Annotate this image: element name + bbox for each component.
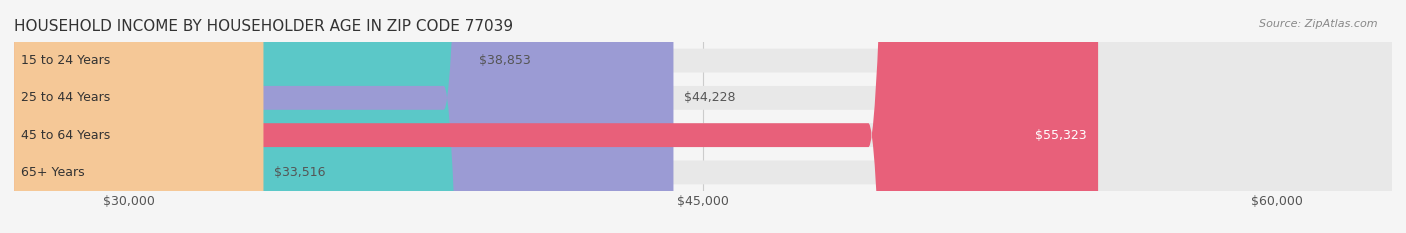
Text: 65+ Years: 65+ Years: [21, 166, 84, 179]
FancyBboxPatch shape: [14, 0, 1392, 233]
Text: 15 to 24 Years: 15 to 24 Years: [21, 54, 110, 67]
FancyBboxPatch shape: [14, 0, 1392, 233]
FancyBboxPatch shape: [14, 0, 1392, 233]
Text: HOUSEHOLD INCOME BY HOUSEHOLDER AGE IN ZIP CODE 77039: HOUSEHOLD INCOME BY HOUSEHOLDER AGE IN Z…: [14, 19, 513, 34]
Text: 45 to 64 Years: 45 to 64 Years: [21, 129, 110, 142]
FancyBboxPatch shape: [14, 0, 1392, 233]
FancyBboxPatch shape: [14, 0, 673, 233]
FancyBboxPatch shape: [14, 0, 468, 233]
Text: $33,516: $33,516: [274, 166, 326, 179]
Text: $38,853: $38,853: [479, 54, 530, 67]
Text: Source: ZipAtlas.com: Source: ZipAtlas.com: [1260, 19, 1378, 29]
Text: $44,228: $44,228: [685, 91, 735, 104]
FancyBboxPatch shape: [14, 0, 1098, 233]
Text: 25 to 44 Years: 25 to 44 Years: [21, 91, 110, 104]
FancyBboxPatch shape: [14, 0, 263, 233]
Text: $55,323: $55,323: [1035, 129, 1087, 142]
